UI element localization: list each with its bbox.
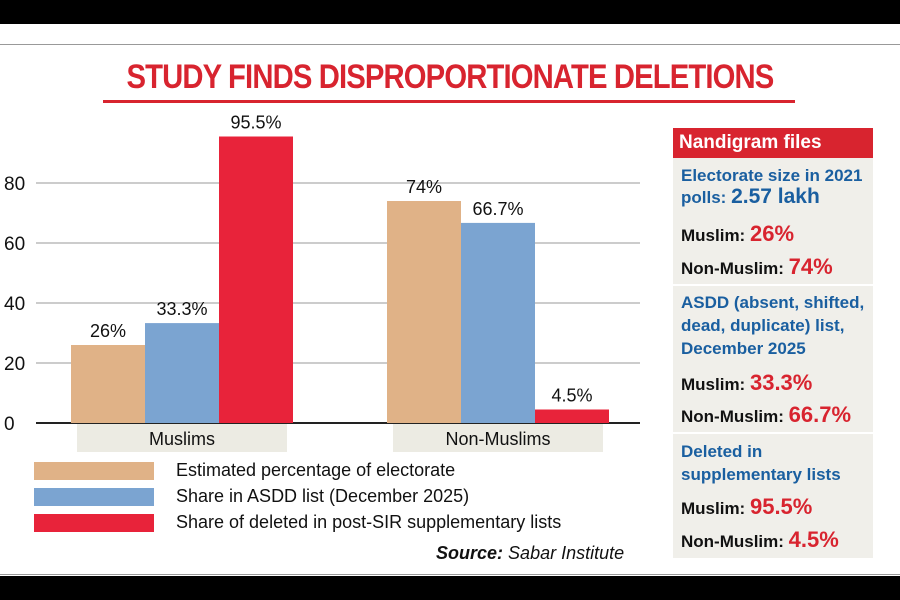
legend-swatch-asdd [34,487,154,506]
deleted-nonmuslim-value: 4.5% [788,527,839,552]
asdd-nonmuslim-label: Non-Muslim: [681,407,784,426]
legend-label-asdd: Share in ASDD list (December 2025) [176,486,470,506]
electorate-value: 2.57 lakh [731,185,820,208]
asdd-heading-line2: dead, duplicate) list, [681,316,845,335]
electorate-muslim-label: Muslim: [681,226,746,245]
data-label-non-muslims-series-1: 66.7% [472,199,523,219]
asdd-muslim-value: 33.3% [749,370,813,395]
asdd-nonmuslim-value: 66.7% [788,402,852,427]
source-text: Sabar Institute [508,543,625,563]
electorate-nonmuslim-label: Non-Muslim: [681,259,784,278]
source-prefix: Source: [436,543,504,563]
legend-swatch-electorate [34,461,154,480]
sidebar-divider-1 [673,284,873,286]
electorate-muslim-value: 26% [749,221,795,246]
electorate-muslim-row: Muslim: 26% [681,223,794,247]
source-note: Source: Sabar Institute [436,543,624,564]
deleted-heading-line1: Deleted in [681,442,763,461]
sidebar-divider-2 [673,432,873,434]
category-bg-muslims [77,424,287,452]
category-label-muslims: Muslims [149,429,215,449]
top-rule [0,44,900,45]
bar-muslims-series-1 [145,323,219,423]
y-tick-labels: 0 20 40 60 80 [4,174,25,435]
data-label-muslims-series-1: 33.3% [156,299,207,319]
bar-non-muslims-series-1 [461,222,535,423]
asdd-nonmuslim-row: Non-Muslim: 66.7% [681,404,851,428]
sidebar-heading: Nandigram files [673,128,873,158]
data-label-muslims-series-0: 26% [90,321,126,341]
legend-item-asdd: Share in ASDD list (December 2025) [34,486,469,507]
deleted-muslim-value: 95.5% [749,494,813,519]
page-title: STUDY FINDS DISPROPORTIONATE DELETIONS [126,58,775,96]
deleted-muslim-row: Muslim: 95.5% [681,496,812,520]
electorate-heading-line2: polls: 2.57 lakh [681,186,820,209]
deleted-muslim-label: Muslim: [681,499,746,518]
data-label-non-muslims-series-0: 74% [406,177,442,197]
electorate-heading-line1: Electorate size in 2021 [681,166,863,185]
bar-chart: 0 20 40 60 80 26% 74% 33.3% 66.7% 95.5% 4.5% Musl… [4,113,640,452]
category-label-non-muslims: Non-Muslims [445,429,550,449]
legend-item-electorate: Estimated percentage of electorate [34,460,455,481]
electorate-nonmuslim-value: 74% [788,254,833,279]
top-black-band [0,0,900,24]
y-tick-label-80: 80 [4,174,25,195]
bar-muslims-series-0 [71,345,145,423]
bar-non-muslims-series-2 [535,409,609,423]
legend-item-deleted: Share of deleted in post-SIR supplementa… [34,512,561,533]
electorate-nonmuslim-row: Non-Muslim: 74% [681,256,833,280]
category-labels: Muslims Non-Muslims [149,429,551,449]
bars [71,136,609,423]
data-label-non-muslims-series-2: 4.5% [551,386,592,406]
legend-swatch-deleted [34,513,154,532]
y-tick-label-0: 0 [4,414,15,435]
bar-muslims-series-2 [219,136,293,423]
legend-label-deleted: Share of deleted in post-SIR supplementa… [176,512,562,532]
bar-non-muslims-series-0 [387,201,461,423]
category-label-backgrounds [77,424,603,452]
bottom-black-band [0,576,900,600]
y-tick-label-20: 20 [4,354,25,375]
legend-label-electorate: Estimated percentage of electorate [176,460,456,480]
deleted-nonmuslim-row: Non-Muslim: 4.5% [681,529,839,553]
deleted-heading-line2: supplementary lists [681,465,841,484]
asdd-muslim-label: Muslim: [681,375,746,394]
data-labels: 26% 74% 33.3% 66.7% 95.5% 4.5% [90,113,593,406]
category-bg-non-muslims [393,424,603,452]
asdd-heading-line1: ASDD (absent, shifted, [681,293,865,312]
title-underline [103,100,795,103]
asdd-muslim-row: Muslim: 33.3% [681,372,812,396]
deleted-nonmuslim-label: Non-Muslim: [681,532,784,551]
y-tick-label-40: 40 [4,294,25,315]
bottom-rule [0,574,900,575]
asdd-heading-line3: December 2025 [681,339,806,358]
data-label-muslims-series-2: 95.5% [230,113,281,133]
electorate-label: polls: [681,188,727,207]
sidebar-panel [673,128,873,558]
y-tick-label-60: 60 [4,234,25,255]
